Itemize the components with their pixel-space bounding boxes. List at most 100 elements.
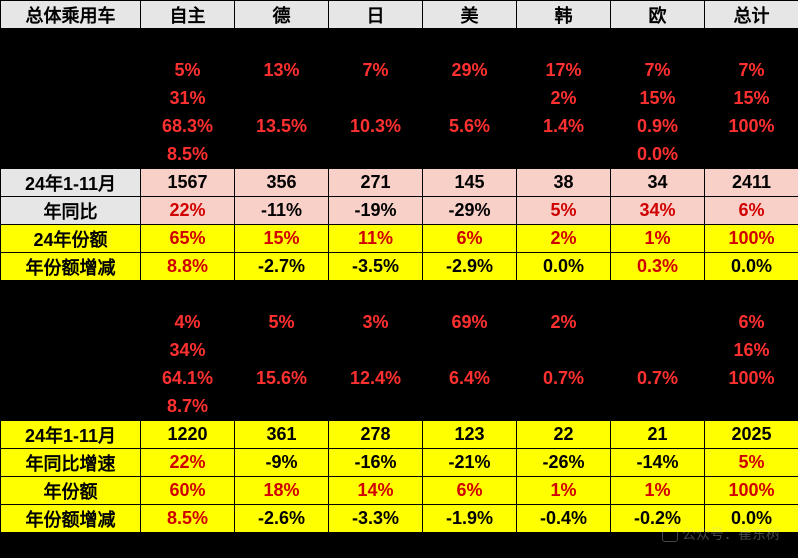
- data-cell: 13.5%: [235, 113, 329, 141]
- data-cell: [611, 29, 705, 57]
- table-row: 年份额60%18%14%6%1%1%100%: [1, 477, 798, 505]
- table-row: 年份额增减8.8%-2.7%-3.5%-2.9%0.0%0.3%0.0%: [1, 253, 798, 281]
- header-col: 美: [423, 1, 517, 29]
- data-cell: 8.8%: [141, 253, 235, 281]
- data-cell: 2%: [517, 225, 611, 253]
- data-cell: 22%: [141, 197, 235, 225]
- table-row: 8.7%: [1, 393, 798, 421]
- data-cell: [423, 393, 517, 421]
- data-cell: 100%: [705, 477, 798, 505]
- data-cell: [517, 141, 611, 169]
- data-cell: 361: [235, 421, 329, 449]
- header-rowlabel: 总体乘用车: [1, 1, 141, 29]
- data-cell: 6%: [705, 309, 798, 337]
- data-cell: 0.7%: [611, 365, 705, 393]
- data-cell: 1567: [141, 169, 235, 197]
- data-cell: 2411: [705, 169, 798, 197]
- data-cell: -0.2%: [611, 505, 705, 533]
- data-cell: [705, 393, 798, 421]
- data-cell: [423, 85, 517, 113]
- table-row: 4%5%3%69%2%6%: [1, 309, 798, 337]
- data-cell: [141, 281, 235, 309]
- data-cell: 6%: [423, 477, 517, 505]
- data-cell: 5%: [705, 449, 798, 477]
- row-label-cell: 24年1-11月: [1, 169, 141, 197]
- data-cell: 29%: [423, 57, 517, 85]
- data-cell: 7%: [329, 57, 423, 85]
- data-cell: 6.4%: [423, 365, 517, 393]
- data-cell: [423, 337, 517, 365]
- data-cell: 13%: [235, 57, 329, 85]
- data-cell: -1.9%: [423, 505, 517, 533]
- header-col: 总计: [705, 1, 798, 29]
- data-cell: [423, 141, 517, 169]
- data-cell: 18%: [235, 477, 329, 505]
- data-cell: 278: [329, 421, 423, 449]
- data-cell: 12.4%: [329, 365, 423, 393]
- row-label-cell: 年份额: [1, 477, 141, 505]
- data-cell: 5%: [141, 57, 235, 85]
- data-cell: 16%: [705, 337, 798, 365]
- table-row: 5%13%7%29%17%7%7%: [1, 57, 798, 85]
- data-cell: 0.0%: [705, 253, 798, 281]
- data-cell: 2025: [705, 421, 798, 449]
- row-label-cell: [1, 29, 141, 57]
- data-cell: [423, 29, 517, 57]
- data-cell: 1220: [141, 421, 235, 449]
- data-cell: 15%: [235, 225, 329, 253]
- data-cell: 11%: [329, 225, 423, 253]
- data-cell: 356: [235, 169, 329, 197]
- table-row: 年同比22%-11%-19%-29%5%34%6%: [1, 197, 798, 225]
- data-cell: 64.1%: [141, 365, 235, 393]
- data-cell: -2.7%: [235, 253, 329, 281]
- row-label-cell: 年同比增速: [1, 449, 141, 477]
- data-cell: 5%: [235, 309, 329, 337]
- table-row: 年份额增减8.5%-2.6%-3.3%-1.9%-0.4%-0.2%0.0%: [1, 505, 798, 533]
- data-cell: 0.0%: [611, 141, 705, 169]
- data-cell: -3.3%: [329, 505, 423, 533]
- data-cell: 0.9%: [611, 113, 705, 141]
- table-row: 24年1-11月122036127812322212025: [1, 421, 798, 449]
- data-cell: 100%: [705, 113, 798, 141]
- data-cell: 1%: [517, 477, 611, 505]
- data-cell: -2.6%: [235, 505, 329, 533]
- data-cell: -3.5%: [329, 253, 423, 281]
- data-table: 总体乘用车自主德日美韩欧总计 5%13%7%29%17%7%7%31%2%15%…: [0, 0, 798, 533]
- row-label-cell: 年份额增减: [1, 505, 141, 533]
- data-cell: [329, 141, 423, 169]
- row-label-cell: [1, 365, 141, 393]
- data-cell: -14%: [611, 449, 705, 477]
- data-cell: 38: [517, 169, 611, 197]
- data-cell: 5.6%: [423, 113, 517, 141]
- table-head: 总体乘用车自主德日美韩欧总计: [1, 1, 798, 29]
- data-cell: [235, 281, 329, 309]
- row-label-cell: [1, 113, 141, 141]
- row-label-cell: [1, 57, 141, 85]
- table-row: 8.5%0.0%: [1, 141, 798, 169]
- data-cell: [141, 29, 235, 57]
- data-cell: 31%: [141, 85, 235, 113]
- data-cell: [329, 29, 423, 57]
- header-row: 总体乘用车自主德日美韩欧总计: [1, 1, 798, 29]
- data-cell: [329, 337, 423, 365]
- row-label-cell: [1, 281, 141, 309]
- data-cell: 15.6%: [235, 365, 329, 393]
- header-col: 韩: [517, 1, 611, 29]
- data-cell: -2.9%: [423, 253, 517, 281]
- data-cell: -29%: [423, 197, 517, 225]
- data-cell: [705, 29, 798, 57]
- table-container: 总体乘用车自主德日美韩欧总计 5%13%7%29%17%7%7%31%2%15%…: [0, 0, 798, 558]
- row-label-cell: 24年1-11月: [1, 421, 141, 449]
- data-cell: [705, 281, 798, 309]
- data-cell: [517, 337, 611, 365]
- table-row: 24年1-11月156735627114538342411: [1, 169, 798, 197]
- data-cell: [235, 29, 329, 57]
- table-row: 31%2%15%15%: [1, 85, 798, 113]
- data-cell: -26%: [517, 449, 611, 477]
- data-cell: [611, 281, 705, 309]
- data-cell: 15%: [611, 85, 705, 113]
- data-cell: -21%: [423, 449, 517, 477]
- data-cell: -11%: [235, 197, 329, 225]
- row-label-cell: 年同比: [1, 197, 141, 225]
- data-cell: -19%: [329, 197, 423, 225]
